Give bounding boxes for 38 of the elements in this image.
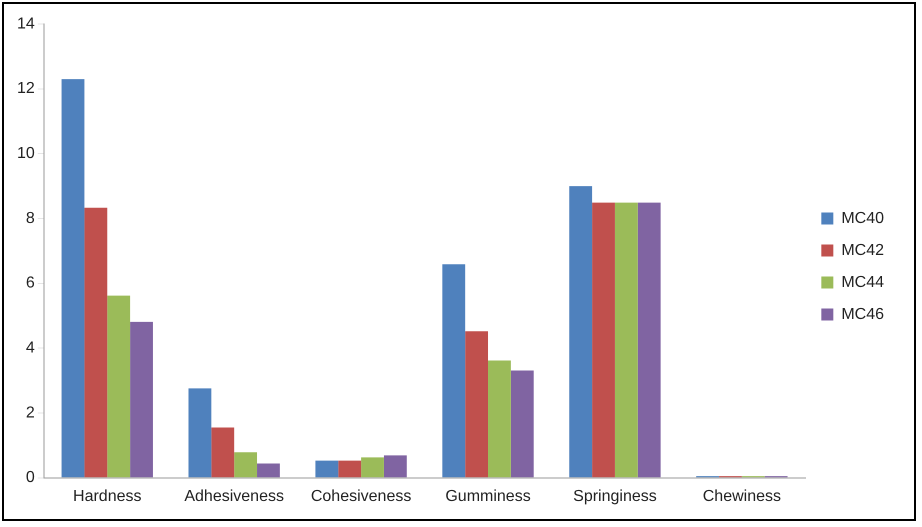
x-tick-label: Adhesiveness bbox=[184, 488, 284, 505]
x-tick-label: Springiness bbox=[573, 488, 657, 505]
legend-label: MC40 bbox=[841, 210, 884, 227]
bar bbox=[211, 428, 234, 478]
y-tick-label: 10 bbox=[17, 145, 35, 162]
bar bbox=[361, 457, 384, 478]
bar bbox=[442, 264, 466, 478]
y-tick-label: 0 bbox=[26, 469, 35, 486]
x-tick-label: Hardness bbox=[73, 488, 142, 505]
bar bbox=[338, 460, 362, 478]
bar bbox=[638, 202, 661, 478]
bar bbox=[130, 322, 153, 478]
bar bbox=[315, 460, 338, 478]
bar bbox=[62, 79, 84, 478]
y-tick-label: 8 bbox=[26, 210, 35, 227]
legend-label: MC44 bbox=[841, 274, 884, 291]
bar bbox=[614, 202, 638, 478]
bar bbox=[488, 360, 511, 478]
y-tick-label: 6 bbox=[26, 274, 35, 292]
bar bbox=[234, 452, 258, 478]
y-tick-label: 2 bbox=[26, 404, 35, 422]
bar bbox=[257, 464, 280, 478]
y-tick-label: 14 bbox=[17, 15, 35, 32]
legend-label: MC42 bbox=[841, 242, 884, 259]
x-tick-label: Chewiness bbox=[702, 488, 781, 505]
bar bbox=[510, 370, 534, 478]
y-tick-label: 4 bbox=[26, 340, 35, 357]
x-tick-label: Gumminess bbox=[445, 488, 531, 505]
bar bbox=[569, 186, 592, 478]
bar bbox=[188, 388, 212, 478]
y-tick-label: 12 bbox=[17, 80, 35, 98]
bar bbox=[84, 208, 108, 478]
bar bbox=[592, 202, 615, 478]
legend-label: MC46 bbox=[841, 306, 884, 323]
bar bbox=[465, 331, 488, 478]
bar bbox=[384, 455, 407, 478]
bar bbox=[107, 296, 130, 478]
x-tick-label: Cohesiveness bbox=[310, 488, 412, 505]
